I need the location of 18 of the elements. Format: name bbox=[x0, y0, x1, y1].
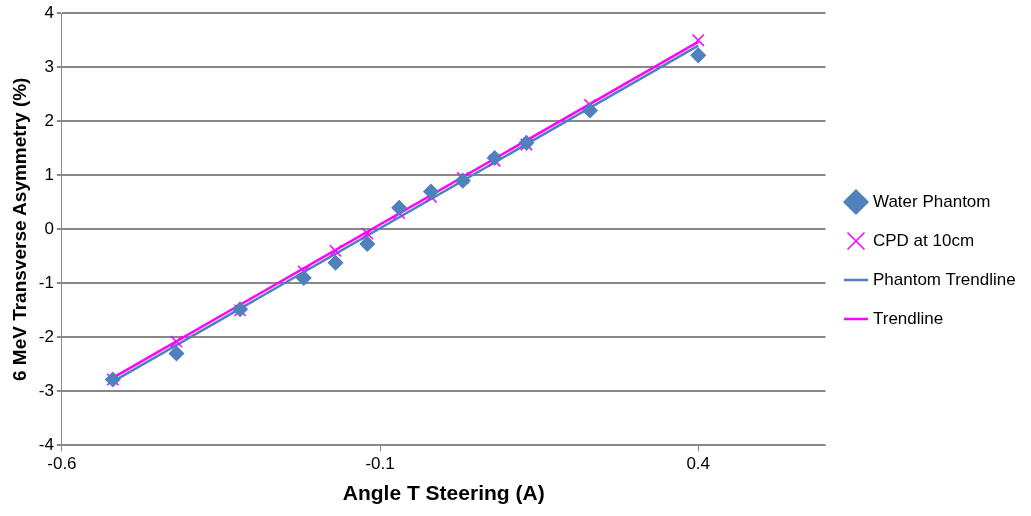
y-tick-label: 0 bbox=[44, 218, 54, 238]
y-tick-label: 4 bbox=[44, 2, 54, 22]
y-tick-label: 3 bbox=[44, 56, 54, 76]
x-tick-label: -0.1 bbox=[365, 454, 395, 474]
legend-label: Trendline bbox=[872, 308, 944, 328]
legend-label: CPD at 10cm bbox=[872, 230, 975, 250]
y-tick-label: -3 bbox=[38, 381, 54, 401]
y-tick-label: 2 bbox=[44, 110, 54, 130]
x-tick-label: 0.4 bbox=[686, 454, 711, 474]
y-tick-label: -4 bbox=[38, 435, 54, 455]
y-tick-label: 1 bbox=[44, 164, 54, 184]
x-axis-title: Angle T Steering (A) bbox=[342, 481, 545, 505]
y-axis-title: 6 MeV Transverse Asymmetry (%) bbox=[8, 77, 30, 382]
legend-label: Phantom Trendline bbox=[872, 269, 1016, 289]
y-tick-label: -1 bbox=[38, 273, 54, 293]
legend-label: Water Phantom bbox=[872, 191, 991, 211]
y-tick-label: -2 bbox=[38, 327, 54, 347]
x-tick-label: -0.6 bbox=[47, 454, 77, 474]
